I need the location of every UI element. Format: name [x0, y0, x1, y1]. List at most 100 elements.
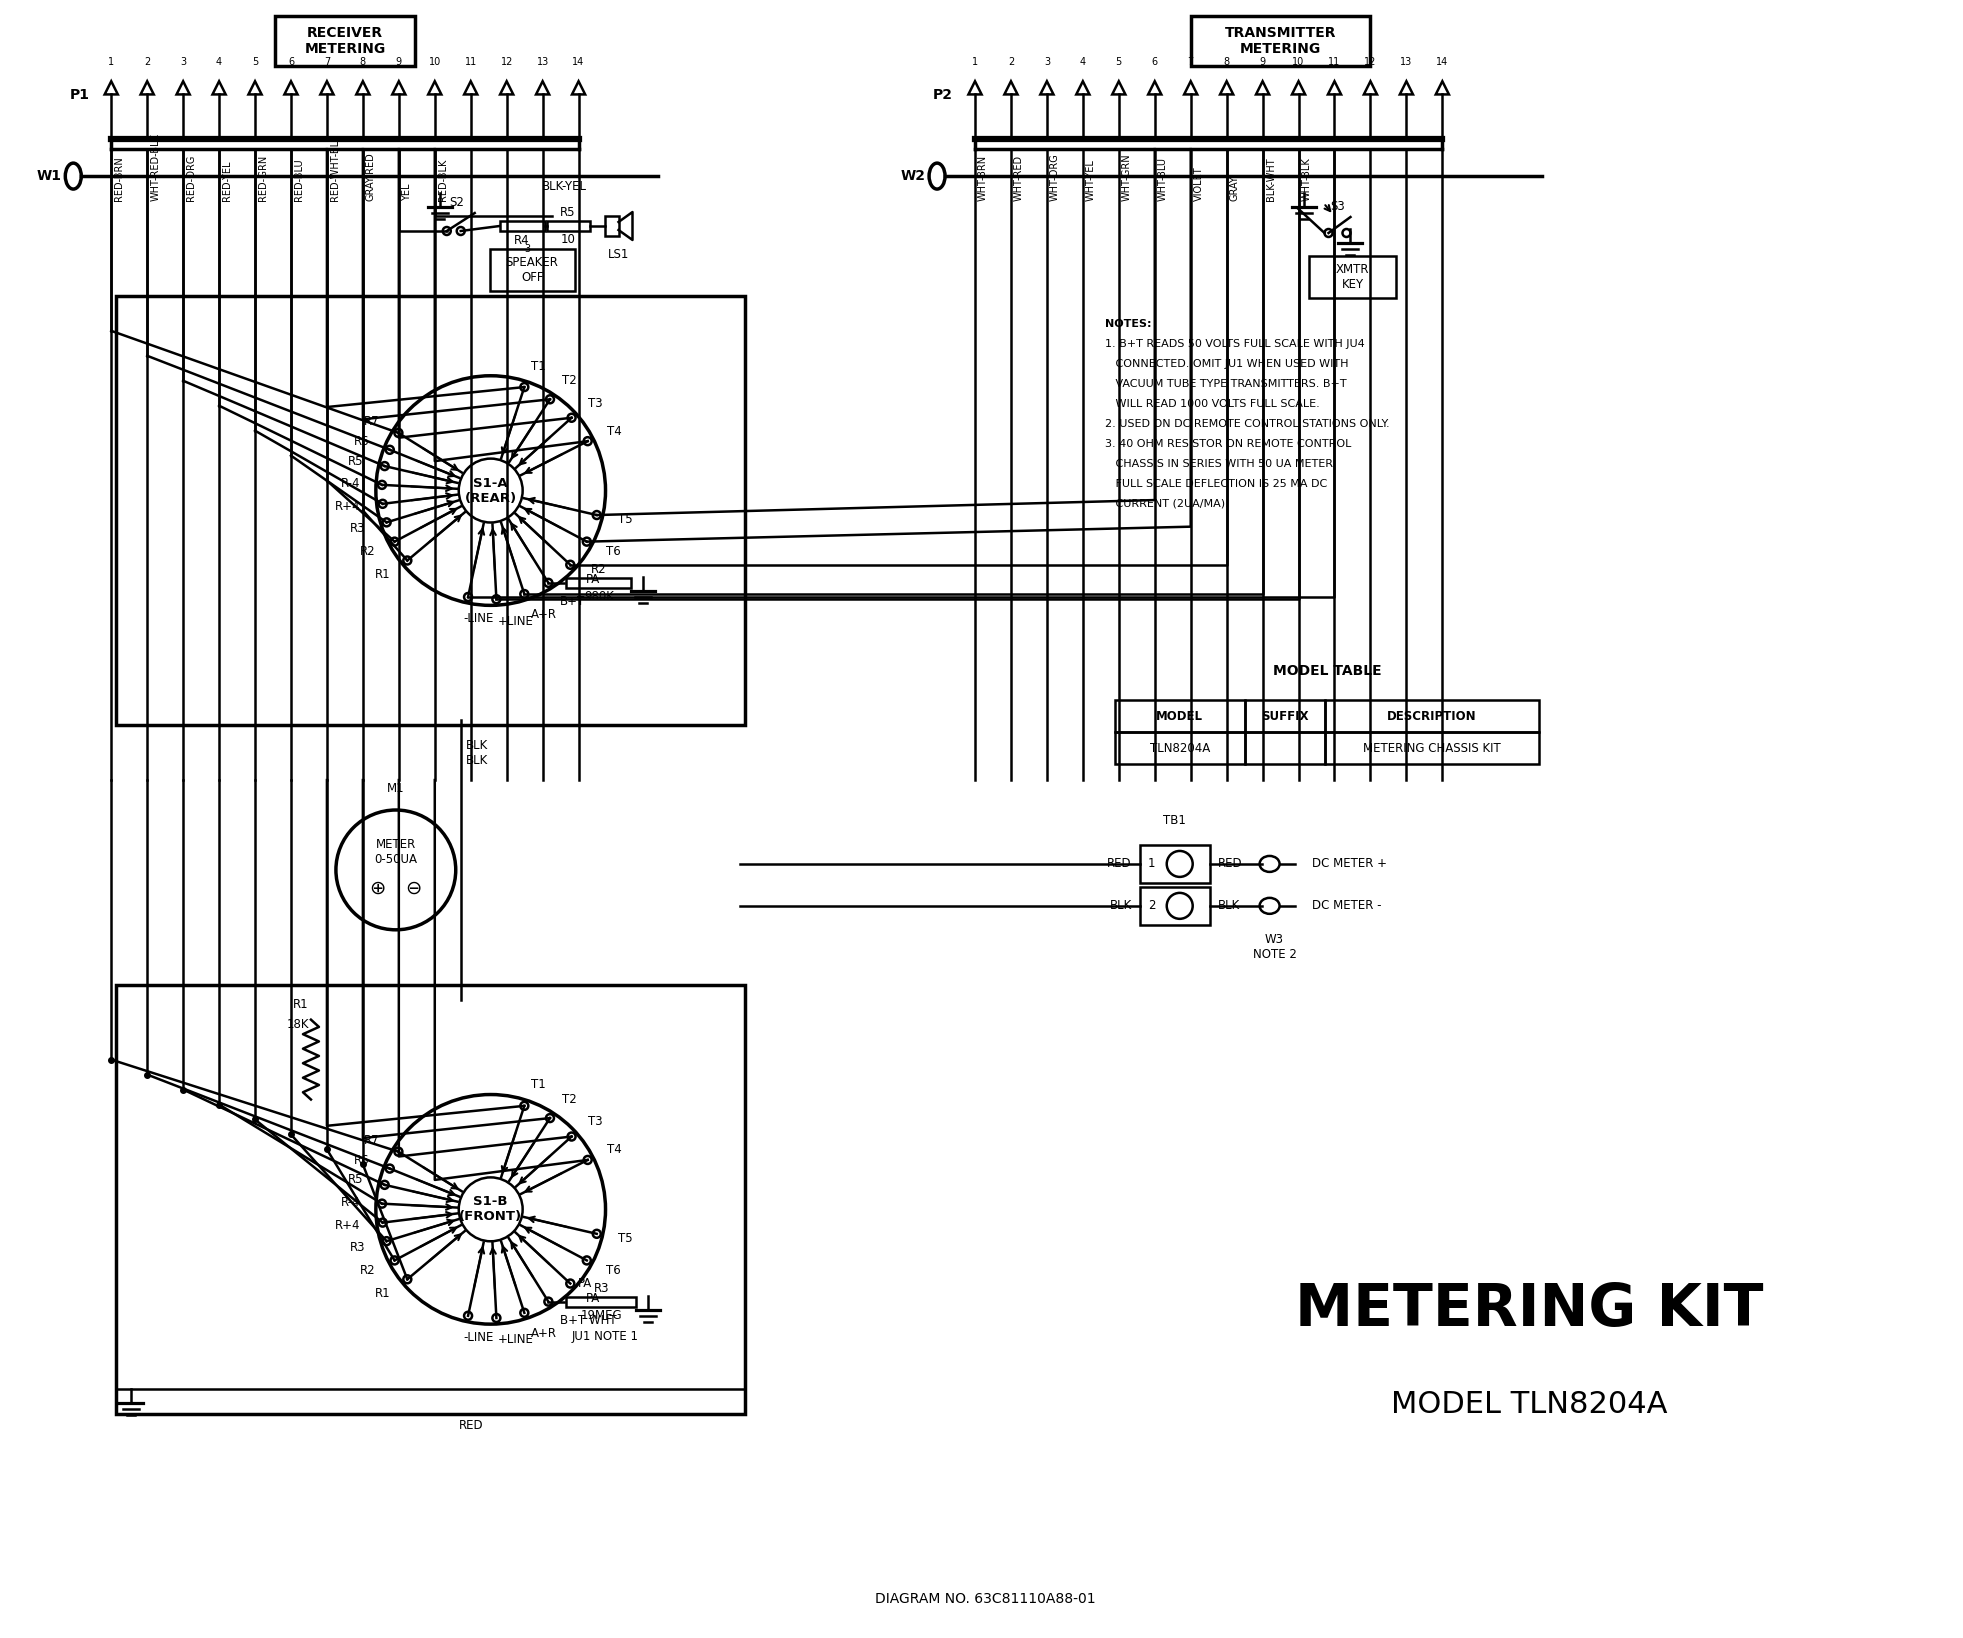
Bar: [1192, 16, 1370, 66]
Text: 10: 10: [428, 57, 442, 67]
Text: YEL: YEL: [402, 183, 412, 201]
Text: R7: R7: [363, 1133, 379, 1147]
Text: 13: 13: [1400, 57, 1413, 67]
Text: VACUUM TUBE TYPE TRANSMITTERS. B+T: VACUUM TUBE TYPE TRANSMITTERS. B+T: [1105, 378, 1347, 388]
Text: 7: 7: [1188, 57, 1194, 67]
Text: +LINE: +LINE: [497, 1333, 534, 1346]
Text: WHT-ORG: WHT-ORG: [1050, 154, 1060, 201]
Text: R3: R3: [349, 523, 365, 536]
Text: P2: P2: [932, 88, 954, 102]
Text: RED-BRN: RED-BRN: [114, 156, 124, 201]
Text: PA: PA: [579, 1278, 593, 1291]
Text: BLK-YEL: BLK-YEL: [542, 180, 587, 193]
Text: ⊖: ⊖: [406, 878, 422, 898]
Text: 8: 8: [359, 57, 365, 67]
Bar: [1325, 732, 1539, 763]
Text: 1: 1: [1148, 857, 1156, 870]
Text: T2: T2: [561, 1093, 577, 1106]
Text: RECEIVER
METERING: RECEIVER METERING: [304, 26, 385, 56]
Text: T5: T5: [618, 1232, 632, 1245]
Text: T4: T4: [607, 1143, 622, 1156]
Text: WHT-BLU: WHT-BLU: [1158, 157, 1168, 201]
Text: B+T: B+T: [559, 595, 585, 608]
Text: WILL READ 1000 VOLTS FULL SCALE.: WILL READ 1000 VOLTS FULL SCALE.: [1105, 398, 1319, 410]
Text: WHT-GRN: WHT-GRN: [1121, 154, 1133, 201]
Text: SUFFIX: SUFFIX: [1260, 709, 1307, 722]
Text: R5: R5: [347, 455, 363, 467]
Text: 5: 5: [1115, 57, 1123, 67]
Text: RED-GRN: RED-GRN: [257, 156, 269, 201]
Text: 10: 10: [561, 233, 575, 246]
Text: 4: 4: [1080, 57, 1086, 67]
Bar: [1309, 256, 1396, 298]
Text: 6: 6: [289, 57, 294, 67]
Text: METERING KIT: METERING KIT: [1296, 1281, 1763, 1338]
Text: DC METER -: DC METER -: [1311, 899, 1382, 912]
Bar: [489, 249, 575, 292]
Text: 6: 6: [1152, 57, 1158, 67]
Text: 3: 3: [524, 244, 530, 254]
Text: R5: R5: [347, 1173, 363, 1186]
Text: W2: W2: [901, 169, 925, 183]
Text: R1: R1: [292, 998, 308, 1011]
Text: T1: T1: [532, 1078, 546, 1091]
Text: +LINE: +LINE: [497, 614, 534, 627]
Text: 3: 3: [181, 57, 186, 67]
Text: 5: 5: [251, 57, 259, 67]
Text: DESCRIPTION: DESCRIPTION: [1388, 709, 1476, 722]
Text: W1: W1: [35, 169, 61, 183]
Text: A+R: A+R: [532, 1327, 557, 1340]
Text: XMTR
KEY: XMTR KEY: [1335, 264, 1370, 292]
Text: WHT-RED-BLK: WHT-RED-BLK: [151, 133, 161, 201]
Text: RED-WHT-BLU: RED-WHT-BLU: [330, 133, 340, 201]
Text: BLK: BLK: [465, 753, 489, 767]
Text: DC METER +: DC METER +: [1311, 857, 1386, 870]
Text: ⊕: ⊕: [369, 878, 387, 898]
Text: R+4: R+4: [336, 1219, 361, 1232]
Text: R2: R2: [359, 545, 375, 559]
Text: 12: 12: [501, 57, 512, 67]
Bar: [567, 578, 632, 588]
Text: CONNECTED. OMIT JU1 WHEN USED WITH: CONNECTED. OMIT JU1 WHEN USED WITH: [1105, 359, 1349, 369]
Text: JU1 NOTE 1: JU1 NOTE 1: [571, 1330, 638, 1343]
Text: 13: 13: [536, 57, 550, 67]
Bar: [501, 221, 544, 231]
Text: 4: 4: [216, 57, 222, 67]
Text: R1: R1: [375, 1287, 391, 1301]
Text: -LINE: -LINE: [463, 613, 495, 626]
Text: LS1: LS1: [609, 247, 630, 260]
Text: RED-BLU: RED-BLU: [294, 159, 304, 201]
Text: NOTES:: NOTES:: [1105, 319, 1152, 329]
Text: R3: R3: [593, 1281, 609, 1294]
Text: RED-YEL: RED-YEL: [222, 161, 232, 201]
Text: R6: R6: [353, 436, 369, 449]
Text: RED: RED: [1107, 857, 1133, 870]
Text: 18K: 18K: [287, 1019, 308, 1032]
Text: TRANSMITTER
METERING: TRANSMITTER METERING: [1225, 26, 1337, 56]
Text: FULL SCALE DEFLECTION IS 25 MA DC: FULL SCALE DEFLECTION IS 25 MA DC: [1105, 478, 1327, 488]
Text: VIOLET: VIOLET: [1194, 167, 1203, 201]
Bar: [1141, 845, 1209, 883]
Text: A+R: A+R: [532, 608, 557, 621]
Text: MODEL TABLE: MODEL TABLE: [1272, 665, 1382, 678]
Text: -LINE: -LINE: [463, 1330, 495, 1343]
Bar: [605, 216, 618, 236]
Text: 14: 14: [1437, 57, 1449, 67]
Text: PA: PA: [587, 573, 601, 586]
Text: BLK-WHT: BLK-WHT: [1266, 157, 1276, 201]
Text: 8: 8: [1223, 57, 1229, 67]
Text: R7: R7: [363, 414, 379, 428]
Bar: [116, 984, 746, 1414]
Text: 11: 11: [1329, 57, 1341, 67]
Text: 2: 2: [143, 57, 151, 67]
Text: 9: 9: [397, 57, 402, 67]
Text: R-4: R-4: [340, 477, 359, 490]
Text: 2: 2: [1007, 57, 1015, 67]
Text: CURRENT (2UA/MA).: CURRENT (2UA/MA).: [1105, 498, 1229, 508]
Text: 19MEG: 19MEG: [581, 1309, 622, 1322]
Text: T5: T5: [618, 513, 632, 526]
Text: 1. B+T READS 50 VOLTS FULL SCALE WITH JU4: 1. B+T READS 50 VOLTS FULL SCALE WITH JU…: [1105, 339, 1364, 349]
Text: DIAGRAM NO. 63C81110A88-01: DIAGRAM NO. 63C81110A88-01: [875, 1592, 1095, 1605]
Text: RED: RED: [1217, 857, 1243, 870]
Text: 980K: 980K: [583, 590, 614, 603]
